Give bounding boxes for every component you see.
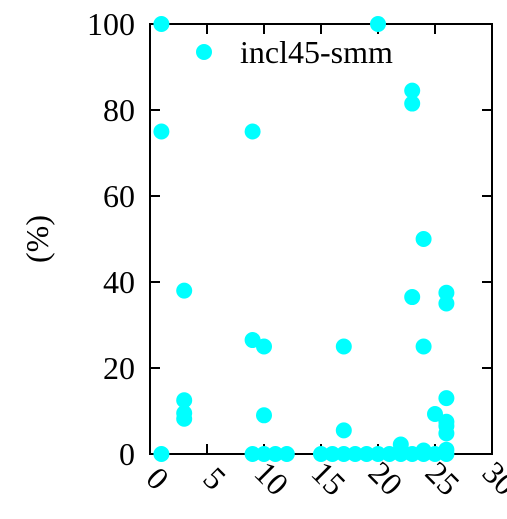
x-tick-label: 30	[476, 454, 507, 502]
data-point	[335, 422, 352, 439]
data-point	[404, 95, 421, 112]
x-tick-label: 5	[196, 460, 233, 497]
data-point	[176, 282, 193, 299]
data-point	[256, 446, 272, 462]
data-point	[153, 446, 170, 462]
data-point	[427, 406, 443, 423]
plot-border	[149, 23, 493, 455]
data-point	[438, 446, 455, 462]
y-tick-label: 100	[87, 6, 135, 42]
data-point	[256, 407, 272, 424]
y-axis-title: (%)	[19, 215, 55, 263]
data-point	[404, 289, 421, 306]
data-point	[278, 446, 295, 462]
legend: incl45-smm	[196, 34, 393, 70]
y-tick-label: 40	[103, 264, 135, 300]
data-point	[335, 446, 352, 462]
plot-frame	[149, 23, 493, 455]
y-tick-label: 60	[103, 178, 135, 214]
data-point	[267, 446, 284, 462]
data-point	[256, 338, 272, 355]
data-point	[153, 123, 170, 140]
data-point	[370, 16, 386, 32]
data-point	[438, 295, 455, 312]
y-tick-label: 0	[119, 436, 135, 472]
data-point	[244, 123, 261, 140]
data-point	[381, 446, 398, 462]
legend-label: incl45-smm	[240, 34, 393, 70]
x-tick-label: 0	[139, 460, 176, 497]
data-point	[153, 16, 170, 32]
data-point	[347, 446, 364, 462]
data-point	[438, 425, 455, 442]
y-axis-ticks: 0 20 40 60 80 100	[87, 6, 492, 472]
data-point	[176, 410, 193, 427]
data-point	[370, 446, 386, 462]
data-point	[415, 446, 432, 462]
data-point	[438, 390, 455, 407]
data-points	[153, 16, 455, 462]
data-point	[358, 446, 375, 462]
data-point	[404, 82, 421, 99]
data-point	[176, 392, 193, 409]
data-point	[392, 446, 409, 462]
legend-marker	[196, 44, 212, 60]
data-point	[324, 446, 341, 462]
y-tick-label: 80	[103, 92, 135, 128]
y-tick-label: 20	[103, 350, 135, 386]
data-point	[415, 338, 432, 355]
data-point	[335, 338, 352, 355]
data-point	[415, 231, 432, 247]
data-point	[313, 446, 329, 462]
data-point	[244, 446, 261, 462]
